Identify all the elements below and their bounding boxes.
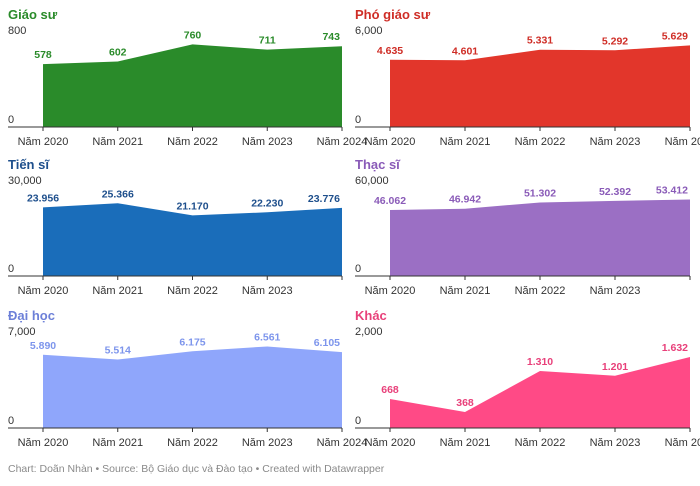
data-label: 5.629: [662, 30, 688, 42]
y-tick-label: 60,000: [355, 175, 389, 187]
data-label: 1.632: [662, 342, 688, 354]
y-tick-label: 0: [8, 415, 14, 427]
x-tick-label: Năm 2023: [590, 136, 641, 148]
panel-title: Tiến sĩ: [8, 157, 50, 172]
y-tick-label: 0: [355, 263, 361, 275]
x-tick-label: Năm 2024: [317, 437, 368, 449]
area-series: [390, 45, 690, 127]
data-label: 578: [34, 49, 52, 61]
x-tick-label: Năm 2022: [515, 136, 566, 148]
x-tick-label: Năm 2021: [440, 437, 491, 449]
x-tick-label: Năm 2023: [590, 437, 641, 449]
data-label: 5.514: [105, 344, 131, 356]
area-series: [390, 199, 690, 276]
x-tick-label: Năm 2022: [515, 437, 566, 449]
data-label: 668: [381, 384, 399, 396]
x-tick-label: Năm 2020: [365, 285, 416, 297]
x-tick-label: Năm 2023: [242, 136, 293, 148]
x-tick-label: Năm 2024: [665, 437, 700, 449]
y-tick-label: 0: [8, 263, 14, 275]
y-tick-label: 0: [8, 114, 14, 126]
data-label: 53.412: [656, 184, 688, 196]
y-tick-label: 6,000: [355, 25, 383, 37]
data-label: 4.601: [452, 45, 478, 57]
data-label: 25.366: [102, 188, 134, 200]
chart-footer: Chart: Doãn Nhàn • Source: Bộ Giáo dục v…: [8, 463, 385, 475]
data-label: 760: [184, 29, 202, 41]
panel-5: Đại học 7,000 0 Năm 2020 Năm 2021 Năm 2022 Năm…: [8, 308, 367, 449]
area-series: [43, 44, 342, 127]
data-label: 5.890: [30, 340, 56, 352]
x-tick-label: Năm 2020: [18, 437, 69, 449]
y-tick-label: 2,000: [355, 326, 383, 338]
x-tick-label: Năm 2021: [440, 285, 491, 297]
data-label: 1.201: [602, 361, 628, 373]
area-series: [43, 346, 342, 428]
x-tick-label: Năm 2022: [515, 285, 566, 297]
y-tick-label: 0: [355, 114, 361, 126]
data-label: 1.310: [527, 356, 553, 368]
data-label: 602: [109, 47, 127, 59]
data-label: 5.331: [527, 35, 553, 47]
panel-title: Thạc sĩ: [355, 157, 401, 172]
data-label: 46.942: [449, 194, 481, 206]
data-label: 21.170: [176, 200, 208, 212]
x-tick-label: Năm 2020: [18, 136, 69, 148]
data-label: 46.062: [374, 195, 406, 207]
x-tick-label: Năm 2022: [167, 285, 218, 297]
data-label: 4.635: [377, 45, 403, 57]
y-tick-label: 30,000: [8, 175, 42, 187]
y-tick-label: 7,000: [8, 326, 36, 338]
panel-6: Khác 2,000 0 Năm 2020 Năm 2021 Năm 2022 Năm 20…: [355, 308, 700, 449]
data-label: 368: [456, 397, 474, 409]
panel-1: Giáo sư 800 0 Năm 2020 Năm 2021 Năm 2022 Năm 2…: [8, 7, 367, 148]
y-tick-label: 800: [8, 25, 26, 37]
x-tick-label: Năm 2023: [590, 285, 641, 297]
data-label: 6.175: [179, 336, 205, 348]
x-tick-label: Năm 2021: [92, 437, 143, 449]
x-tick-label: Năm 2022: [167, 136, 218, 148]
area-series: [390, 357, 690, 428]
data-label: 6.105: [314, 337, 340, 349]
data-label: 51.302: [524, 187, 556, 199]
x-tick-label: Năm 2021: [92, 285, 143, 297]
x-tick-label: Năm 2022: [167, 437, 218, 449]
panel-title: Giáo sư: [8, 7, 58, 22]
x-tick-label: Năm 2020: [18, 285, 69, 297]
x-tick-label: Năm 2020: [365, 136, 416, 148]
x-tick-label: Năm 2021: [440, 136, 491, 148]
x-tick-label: Năm 2023: [242, 437, 293, 449]
data-label: 23.956: [27, 192, 59, 204]
y-tick-label: 0: [355, 415, 361, 427]
data-label: 6.561: [254, 331, 280, 343]
data-label: 22.230: [251, 197, 283, 209]
panel-2: Phó giáo sư 6,000 0 Năm 2020 Năm 2021 Năm 202…: [355, 7, 700, 148]
x-tick-label: Năm 2024: [317, 136, 368, 148]
data-label: 52.392: [599, 186, 631, 198]
x-tick-label: Năm 2023: [242, 285, 293, 297]
data-label: 711: [259, 35, 276, 47]
panel-title: Phó giáo sư: [355, 7, 431, 22]
panel-title: Đại học: [8, 308, 55, 323]
panel-4: Thạc sĩ 60,000 0 Năm 2020 Năm 2021 Năm 2022 Nă…: [355, 157, 691, 297]
panel-title: Khác: [355, 308, 387, 323]
data-label: 5.292: [602, 35, 628, 47]
x-tick-label: Năm 2024: [665, 136, 700, 148]
panel-3: Tiến sĩ 30,000 0 Năm 2020 Năm 2021 Năm 2022 Nă…: [8, 157, 343, 297]
data-label: 743: [322, 31, 340, 43]
x-tick-label: Năm 2020: [365, 437, 416, 449]
area-series: [43, 203, 342, 276]
data-label: 23.776: [308, 193, 340, 205]
x-tick-label: Năm 2021: [92, 136, 143, 148]
